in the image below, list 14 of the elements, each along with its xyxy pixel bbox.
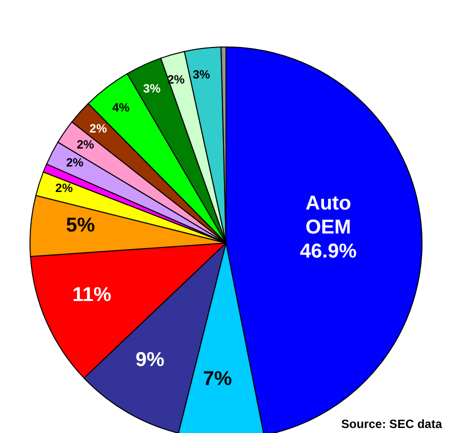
- data-label: 7%: [203, 368, 232, 390]
- data-label: 2%: [55, 181, 74, 196]
- slice-label: Auto OEM: [306, 192, 352, 239]
- data-label: 2%: [76, 138, 94, 152]
- data-label: 46.9%: [300, 240, 357, 263]
- data-label: 5%: [66, 214, 96, 237]
- data-label: 3%: [192, 68, 210, 82]
- data-label: 4%: [112, 100, 130, 114]
- data-label: 9%: [135, 348, 165, 371]
- data-label: 3%: [143, 82, 161, 96]
- source-note: Source: SEC data: [341, 417, 442, 431]
- data-label: 2%: [66, 155, 84, 170]
- data-label: 11%: [72, 284, 112, 306]
- data-label: 2%: [90, 121, 108, 136]
